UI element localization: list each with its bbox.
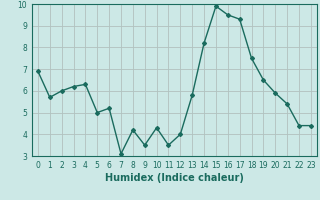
X-axis label: Humidex (Indice chaleur): Humidex (Indice chaleur)	[105, 173, 244, 183]
